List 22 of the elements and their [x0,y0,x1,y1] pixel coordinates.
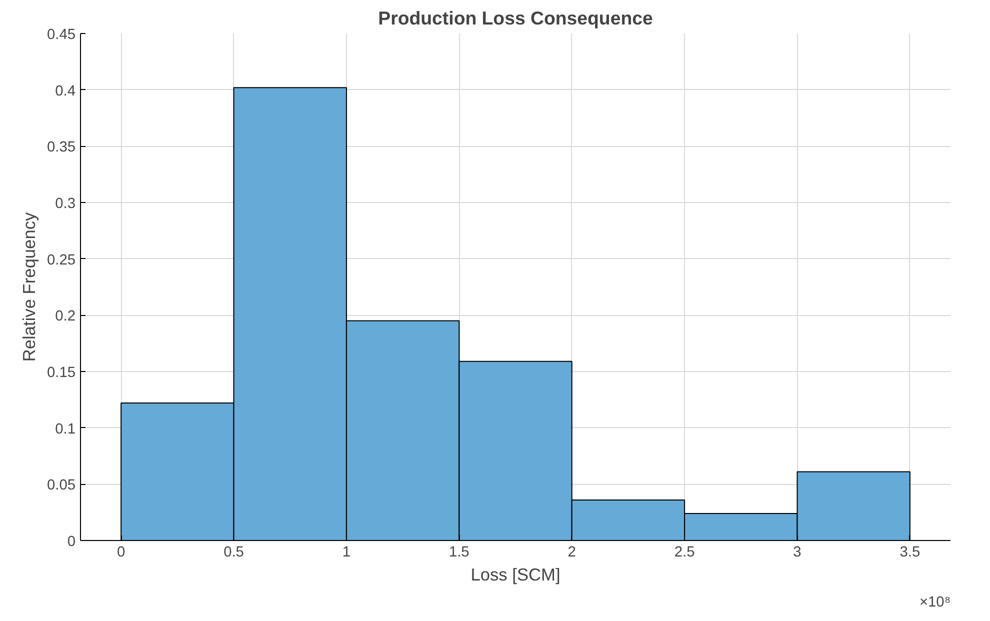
x-tick-label: 1.5 [448,544,470,560]
x-tick-label: 0.5 [224,544,244,560]
x-tick-label: 2.5 [674,544,695,560]
y-tick-label: 0.25 [46,252,76,268]
y-tick-label: 0.3 [55,196,76,212]
x-axis-title: Loss [SCM] [470,564,560,584]
x-tick-label: 2 [568,544,576,560]
y-tick-label: 0.2 [55,308,76,325]
y-tick-label: 0.05 [46,478,76,494]
y-tick-label: 0.45 [46,27,76,43]
text: ×10⁸ [919,594,951,610]
chart-title: Production Loss Consequence [378,8,653,28]
x-tick-label: 3 [793,544,802,560]
x-tick-label: 0 [116,544,126,560]
y-tick-label: 0.4 [55,83,76,100]
y-tick-label: 0.35 [46,140,76,156]
y-tick-label: 0.15 [46,365,76,381]
y-axis-title: Relative Frequency [18,212,39,362]
y-tick-label: 0 [67,534,76,550]
x-tick-label: 1 [342,544,351,560]
y-tick-label: 0.1 [55,421,76,438]
x-tick-label: 3.5 [900,544,920,560]
